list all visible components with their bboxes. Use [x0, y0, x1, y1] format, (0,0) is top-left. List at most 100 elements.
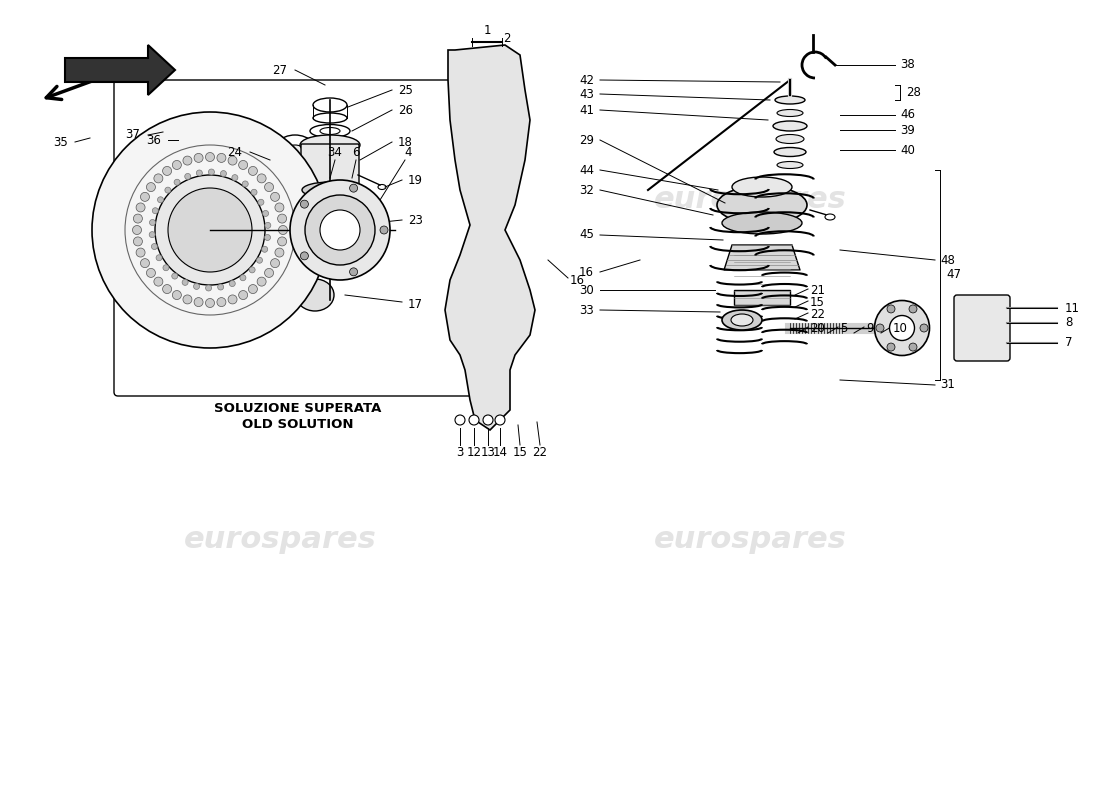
Circle shape: [256, 258, 263, 263]
Text: 24: 24: [227, 146, 242, 158]
Circle shape: [277, 214, 287, 223]
Circle shape: [483, 415, 493, 425]
Circle shape: [379, 226, 388, 234]
Text: 38: 38: [900, 58, 915, 71]
Circle shape: [320, 210, 360, 250]
Circle shape: [132, 226, 142, 234]
Text: 28: 28: [906, 86, 921, 99]
Circle shape: [152, 243, 157, 250]
Circle shape: [257, 277, 266, 286]
Circle shape: [217, 154, 226, 162]
Circle shape: [262, 246, 267, 252]
Circle shape: [220, 170, 227, 177]
Circle shape: [455, 415, 465, 425]
Circle shape: [228, 295, 238, 304]
Ellipse shape: [776, 134, 804, 143]
Circle shape: [146, 182, 155, 191]
Text: 43: 43: [579, 87, 594, 101]
Ellipse shape: [732, 314, 754, 326]
Circle shape: [172, 273, 178, 279]
Circle shape: [495, 415, 505, 425]
Text: 32: 32: [579, 183, 594, 197]
Circle shape: [909, 343, 917, 351]
Circle shape: [242, 181, 249, 187]
Text: 37: 37: [125, 129, 140, 142]
Circle shape: [300, 252, 308, 260]
Ellipse shape: [378, 185, 386, 190]
Polygon shape: [446, 45, 535, 430]
Circle shape: [887, 343, 895, 351]
Text: 42: 42: [579, 74, 594, 86]
Text: 33: 33: [580, 303, 594, 317]
Circle shape: [185, 174, 190, 179]
FancyBboxPatch shape: [114, 80, 482, 396]
Ellipse shape: [302, 182, 358, 198]
Circle shape: [350, 268, 358, 276]
Circle shape: [146, 269, 155, 278]
Text: 15: 15: [810, 295, 825, 309]
Circle shape: [194, 154, 204, 162]
Circle shape: [217, 298, 226, 306]
Text: 30: 30: [580, 283, 594, 297]
Text: eurospares: eurospares: [184, 526, 376, 554]
Text: 12: 12: [466, 446, 482, 458]
Circle shape: [876, 324, 884, 332]
Text: 11: 11: [1065, 302, 1080, 314]
Circle shape: [305, 195, 375, 265]
Circle shape: [265, 182, 274, 191]
Circle shape: [469, 415, 478, 425]
Text: 10: 10: [893, 322, 907, 334]
Circle shape: [909, 305, 917, 313]
Text: OLD SOLUTION: OLD SOLUTION: [242, 418, 354, 430]
Text: 9: 9: [866, 322, 873, 334]
Ellipse shape: [320, 127, 340, 134]
Circle shape: [206, 298, 214, 307]
Circle shape: [133, 237, 142, 246]
Circle shape: [251, 190, 257, 195]
Circle shape: [92, 112, 328, 348]
Circle shape: [163, 285, 172, 294]
Circle shape: [173, 161, 182, 170]
Ellipse shape: [890, 315, 914, 341]
Circle shape: [163, 166, 172, 175]
Circle shape: [183, 295, 191, 304]
Ellipse shape: [722, 310, 762, 330]
Circle shape: [275, 248, 284, 257]
Circle shape: [155, 175, 265, 285]
Ellipse shape: [717, 186, 807, 224]
Circle shape: [141, 192, 150, 202]
Ellipse shape: [732, 177, 792, 197]
Circle shape: [249, 285, 257, 294]
Ellipse shape: [773, 121, 807, 131]
Text: 8: 8: [1065, 317, 1072, 330]
Circle shape: [350, 184, 358, 192]
Text: eurospares: eurospares: [653, 526, 846, 554]
Circle shape: [218, 284, 223, 290]
Circle shape: [165, 187, 170, 193]
Circle shape: [240, 274, 246, 281]
Text: 23: 23: [408, 214, 422, 226]
Circle shape: [300, 200, 308, 208]
Circle shape: [271, 258, 279, 268]
Circle shape: [290, 180, 390, 280]
Text: 40: 40: [900, 143, 915, 157]
Circle shape: [150, 219, 155, 226]
Text: 17: 17: [408, 298, 424, 311]
Ellipse shape: [280, 145, 310, 175]
Circle shape: [194, 298, 204, 306]
Circle shape: [183, 279, 188, 286]
Text: 16: 16: [570, 274, 585, 286]
Circle shape: [174, 179, 180, 186]
Text: 19: 19: [408, 174, 424, 186]
Circle shape: [194, 283, 199, 290]
FancyBboxPatch shape: [301, 144, 359, 191]
Text: 6: 6: [352, 146, 360, 158]
Text: 20: 20: [810, 322, 825, 334]
Circle shape: [265, 222, 271, 228]
Circle shape: [163, 265, 169, 270]
Circle shape: [232, 174, 238, 181]
Circle shape: [157, 197, 164, 202]
Ellipse shape: [306, 216, 354, 234]
Circle shape: [257, 174, 266, 183]
Circle shape: [206, 285, 211, 291]
